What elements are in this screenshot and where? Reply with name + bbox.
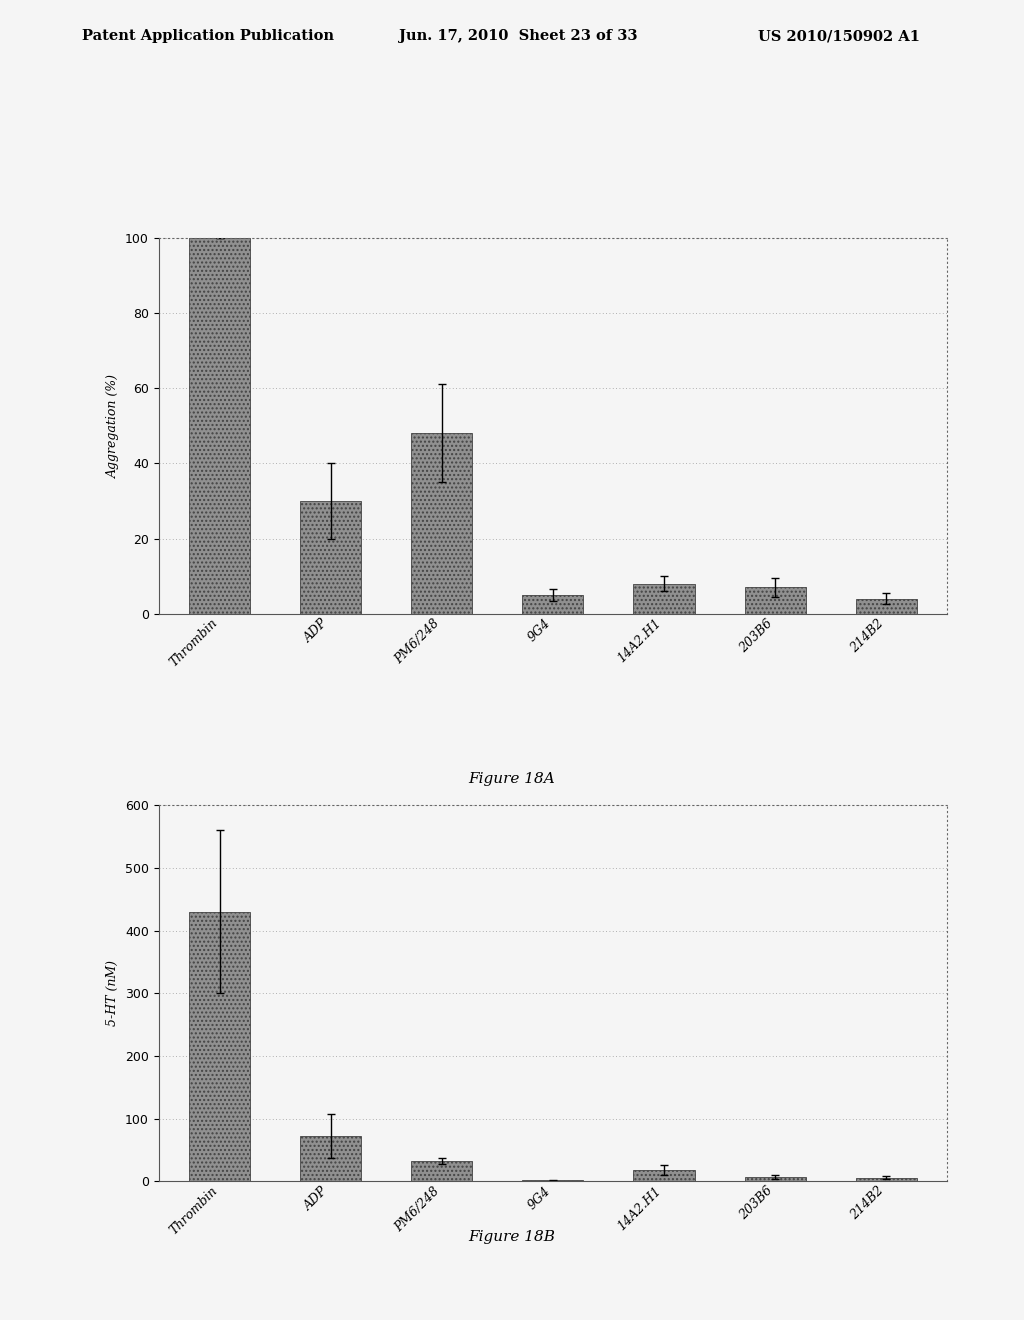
Bar (522, 595, 584, 614)
Bar (189, 238, 250, 614)
Text: Patent Application Publication: Patent Application Publication (82, 29, 334, 44)
Bar (856, 599, 916, 614)
Bar (412, 433, 472, 614)
Bar (744, 1177, 806, 1181)
Bar (412, 1162, 472, 1181)
Y-axis label: Aggregation (%): Aggregation (%) (106, 374, 120, 478)
Text: Figure 18B: Figure 18B (469, 1230, 555, 1245)
Bar (634, 583, 694, 614)
Bar (634, 1170, 694, 1181)
Bar (856, 1177, 916, 1181)
Text: US 2010/150902 A1: US 2010/150902 A1 (758, 29, 920, 44)
Bar (300, 1137, 361, 1181)
Bar (189, 912, 250, 1181)
Bar (300, 500, 361, 614)
Text: Jun. 17, 2010  Sheet 23 of 33: Jun. 17, 2010 Sheet 23 of 33 (399, 29, 638, 44)
Bar (744, 587, 806, 614)
Y-axis label: 5-HT (nM): 5-HT (nM) (106, 961, 120, 1027)
Text: Figure 18A: Figure 18A (469, 772, 555, 787)
